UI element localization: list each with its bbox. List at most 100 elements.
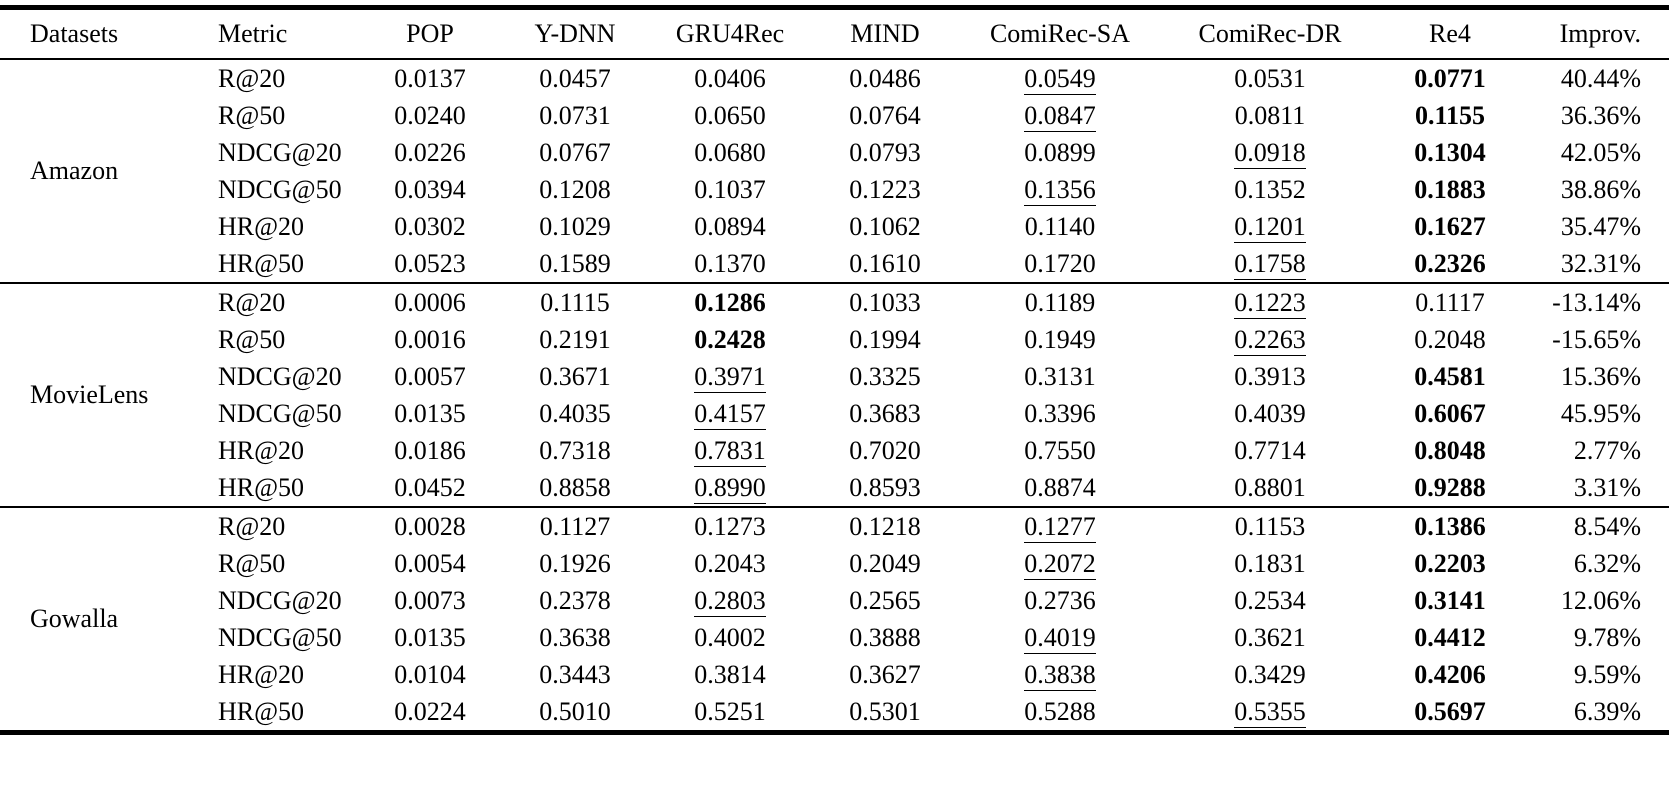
- value-cell: 0.8874: [960, 469, 1160, 507]
- value: 0.7318: [539, 435, 611, 465]
- value-cell: 0.0531: [1160, 59, 1380, 97]
- value-cell: 0.3131: [960, 358, 1160, 395]
- value: 0.0894: [694, 211, 766, 241]
- value: 0.3671: [539, 361, 611, 391]
- results-table-body: Amazon R@20 0.0137 0.0457 0.0406 0.0486 0.0549…: [0, 59, 1669, 733]
- value-cell: 0.7714: [1160, 432, 1380, 469]
- value-cell: 0.1127: [500, 506, 650, 545]
- improvement-cell: 8.54%: [1520, 506, 1669, 545]
- col-header-ydnn: Y-DNN: [500, 7, 650, 60]
- metric-label: HR@50: [218, 472, 305, 502]
- table-row: HR@20 0.0302 0.1029 0.0894 0.1062 0.1140 0.120…: [0, 208, 1669, 245]
- metric-label: R@50: [218, 324, 286, 354]
- value-cell: 0.0394: [360, 171, 500, 208]
- value-cell: 0.6067: [1380, 395, 1520, 432]
- metric-label: HR@20: [218, 435, 305, 465]
- value: 0.3627: [849, 659, 921, 689]
- value-cell: 0.0523: [360, 245, 500, 283]
- value-cell: 0.2534: [1160, 582, 1380, 619]
- value: 0.0028: [394, 511, 466, 541]
- value: 0.3814: [694, 659, 766, 689]
- best-value: 0.9288: [1414, 472, 1486, 502]
- value: 0.2049: [849, 548, 921, 578]
- value: 0.8593: [849, 472, 921, 502]
- value: 0.0650: [694, 100, 766, 130]
- second-best-value: 0.3971: [694, 361, 766, 393]
- value: 0.1218: [849, 511, 921, 541]
- value: 0.0186: [394, 435, 466, 465]
- value: 0.8801: [1234, 472, 1306, 502]
- value-cell: 0.3325: [810, 358, 960, 395]
- value-cell: 0.0137: [360, 59, 500, 97]
- improvement-cell: 36.36%: [1560, 100, 1641, 130]
- value: 0.1189: [1024, 287, 1096, 317]
- value: 0.0224: [394, 696, 466, 726]
- value-cell: 0.1189: [960, 282, 1160, 321]
- improvement-cell: 35.47%: [1560, 211, 1641, 241]
- value: 0.5010: [539, 696, 611, 726]
- value-cell: 0.0073: [360, 582, 500, 619]
- value-cell: 0.7318: [500, 432, 650, 469]
- value: 0.0302: [394, 211, 466, 241]
- value: 0.3131: [1024, 361, 1096, 391]
- value-cell: 0.0452: [360, 469, 500, 507]
- value-cell: 0.0549: [960, 59, 1160, 97]
- value-cell: 0.2043: [650, 545, 810, 582]
- value-cell: 0.0406: [650, 59, 810, 97]
- value-cell: 0.3429: [1160, 656, 1380, 693]
- value: 0.1117: [1415, 287, 1485, 317]
- improvement-cell: -15.65%: [1552, 324, 1641, 354]
- value-cell: 0.4002: [650, 619, 810, 656]
- second-best-value: 0.2072: [1024, 548, 1096, 580]
- value: 0.5288: [1024, 696, 1096, 726]
- value: 0.7714: [1234, 435, 1306, 465]
- value-cell: 0.2203: [1380, 545, 1520, 582]
- results-table: Datasets Metric POP Y-DNN GRU4Rec MIND C…: [0, 5, 1669, 735]
- table-row: R@50 0.0016 0.2191 0.2428 0.1994 0.1949 0.2263…: [0, 321, 1669, 358]
- value: 0.2534: [1234, 585, 1306, 615]
- value: 0.1949: [1024, 324, 1096, 354]
- table-row: HR@20 0.0186 0.7318 0.7831 0.7020 0.7550 0.771…: [0, 432, 1669, 469]
- table-row: NDCG@50 0.0135 0.3638 0.4002 0.3888 0.4019 0.3…: [0, 619, 1669, 656]
- second-best-value: 0.0918: [1234, 137, 1306, 169]
- value: 0.1720: [1024, 248, 1096, 278]
- value-cell: 0.0057: [360, 358, 500, 395]
- second-best-value: 0.2803: [694, 585, 766, 617]
- value: 0.3621: [1234, 622, 1306, 652]
- value-cell: 0.5288: [960, 693, 1160, 733]
- value: 0.1370: [694, 248, 766, 278]
- table-row: HR@20 0.0104 0.3443 0.3814 0.3627 0.3838 0.342…: [0, 656, 1669, 693]
- value-cell: 0.9288: [1380, 469, 1520, 507]
- value: 0.3683: [849, 398, 921, 428]
- value-cell: 0.5301: [810, 693, 960, 733]
- value-cell: 0.1115: [500, 282, 650, 321]
- best-value: 0.1883: [1414, 174, 1486, 204]
- value: 0.1140: [1024, 211, 1096, 241]
- second-best-value: 0.2263: [1234, 324, 1306, 356]
- value-cell: 0.1352: [1160, 171, 1380, 208]
- improvement-cell: 15.36%: [1560, 361, 1641, 391]
- improvement-cell: 9.78%: [1573, 622, 1641, 652]
- value-cell: 0.4206: [1380, 656, 1520, 693]
- value: 0.0523: [394, 248, 466, 278]
- value-cell: 0.5697: [1380, 693, 1520, 733]
- metric-label: R@20: [200, 506, 360, 545]
- value-cell: 0.1117: [1380, 282, 1520, 321]
- value: 0.3888: [849, 622, 921, 652]
- value-cell: 0.7831: [650, 432, 810, 469]
- value: 0.0394: [394, 174, 466, 204]
- best-value: 0.1627: [1414, 211, 1486, 241]
- value-cell: 0.2326: [1380, 245, 1520, 283]
- value-cell: 0.3443: [500, 656, 650, 693]
- metric-label: R@50: [218, 548, 286, 578]
- improvement-cell: -13.14%: [1520, 282, 1669, 321]
- value: 0.3638: [539, 622, 611, 652]
- table-row: Gowalla R@20 0.0028 0.1127 0.1273 0.1218 0.127…: [0, 506, 1669, 733]
- metric-label: HR@50: [218, 248, 305, 278]
- value-cell: 0.0028: [360, 506, 500, 545]
- best-value: 0.1286: [694, 287, 766, 317]
- value-cell: 0.2803: [650, 582, 810, 619]
- second-best-value: 0.1356: [1024, 174, 1096, 206]
- second-best-value: 0.7831: [694, 435, 766, 467]
- value-cell: 0.8990: [650, 469, 810, 507]
